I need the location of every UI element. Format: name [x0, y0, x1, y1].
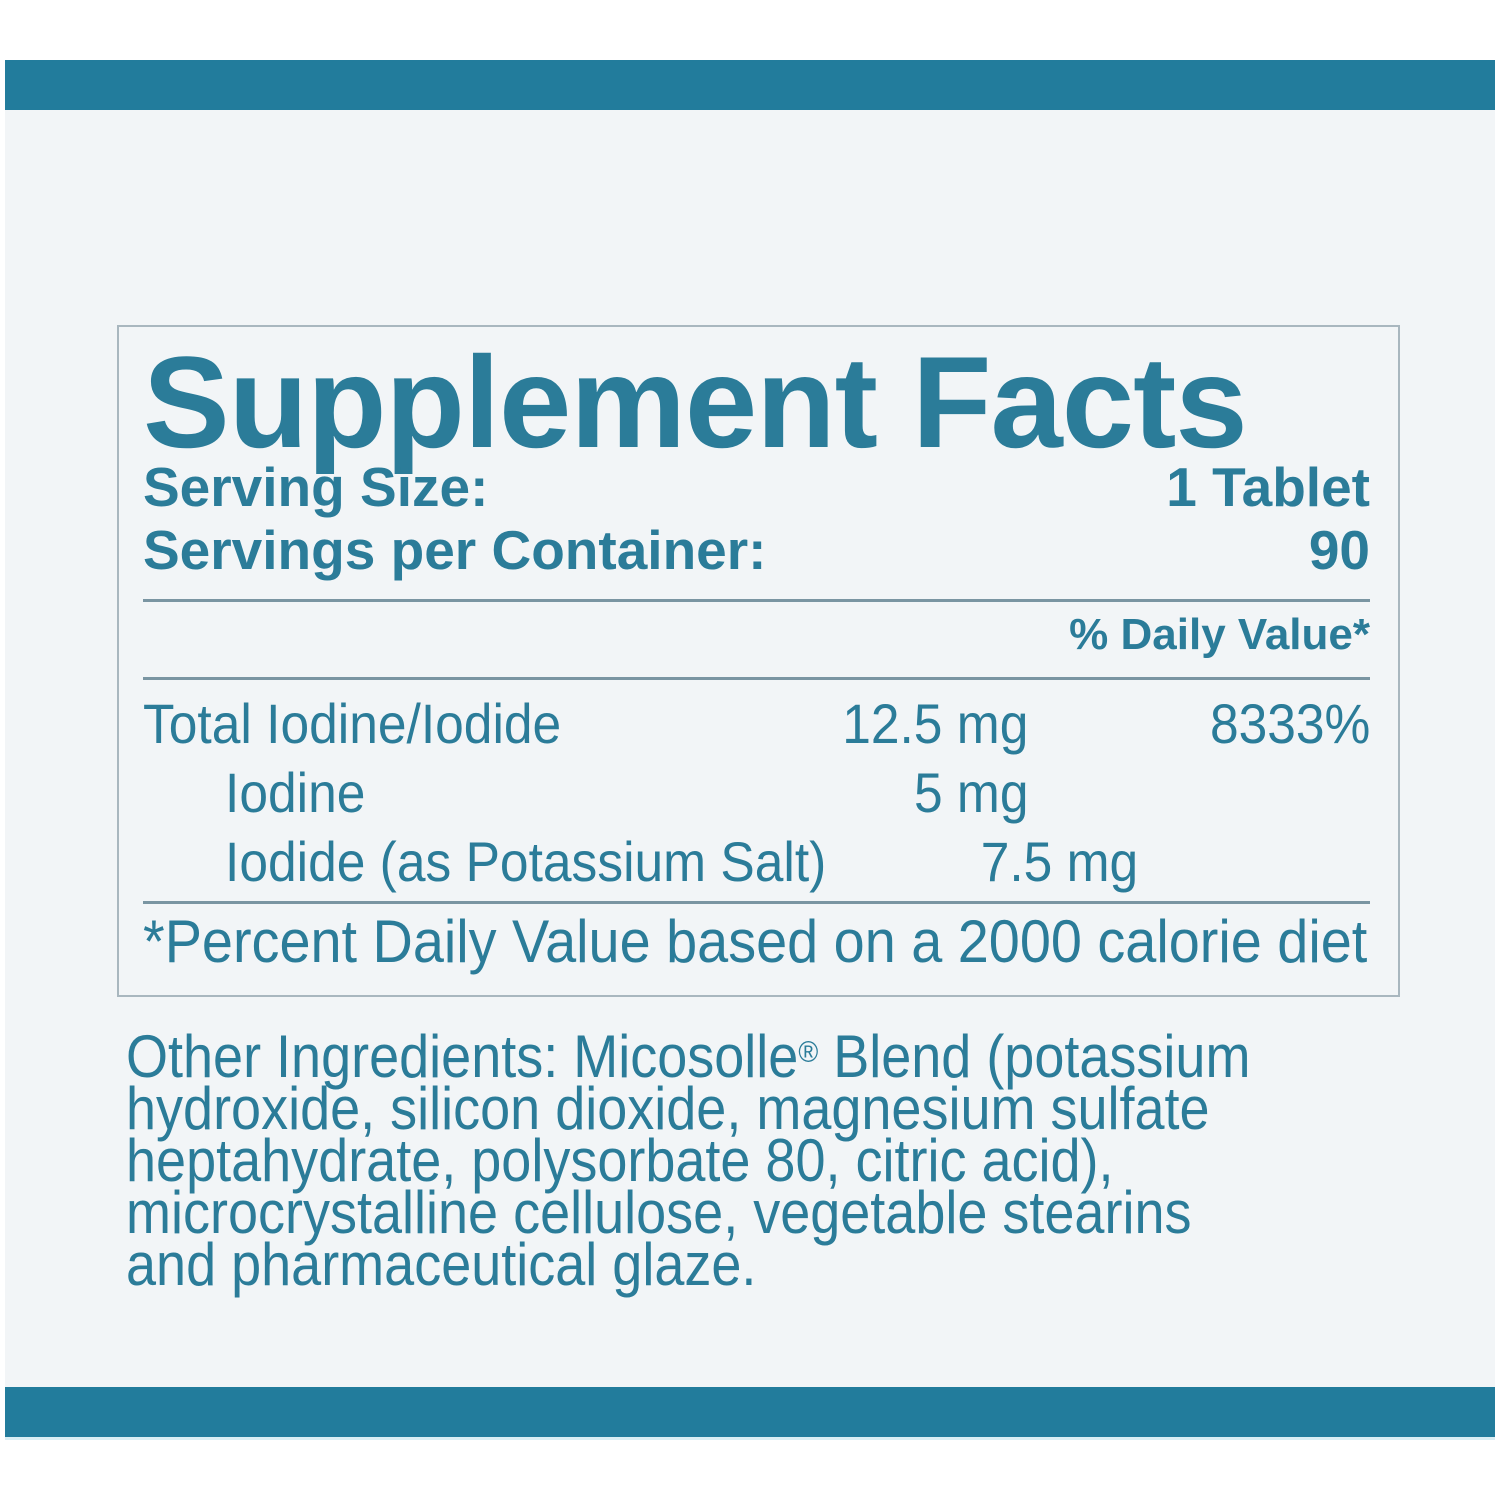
nutrient-daily-value: 8333%: [1209, 692, 1370, 755]
other-ingredients-line: microcrystalline cellulose, vegetable st…: [126, 1179, 1192, 1246]
other-ingredients-paragraph: Other Ingredients: Micosolle® Blend (pot…: [126, 1023, 1426, 1298]
supplement-facts-box: Supplement Facts Serving Size: 1 Tablet …: [117, 325, 1400, 997]
registered-trademark-symbol: ®: [798, 1036, 819, 1069]
divider-above-footnote: [143, 901, 1370, 904]
nutrient-name: Iodide (as Potassium Salt): [225, 830, 827, 893]
servings-per-container-row: Servings per Container: 90: [143, 519, 1370, 582]
label-background-panel: [5, 110, 1495, 1387]
serving-size-row: Serving Size: 1 Tablet: [143, 456, 1370, 519]
serving-size-label: Serving Size:: [143, 456, 489, 518]
daily-value-header: % Daily Value*: [1069, 610, 1370, 659]
nutrient-amount: 7.5 mg: [981, 830, 1139, 893]
table-row: Iodine 5 mg: [143, 758, 1370, 827]
divider-under-header: [143, 677, 1370, 680]
other-ingredients-line: Other Ingredients: Micosolle® Blend (pot…: [126, 1023, 1251, 1090]
daily-value-footnote: *Percent Daily Value based on a 2000 cal…: [143, 908, 1368, 975]
other-ingredients-line: and pharmaceutical glaze.: [126, 1231, 757, 1298]
divider-top: [143, 599, 1370, 602]
nutrient-name: Total Iodine/Iodide: [143, 692, 562, 755]
nutrient-name: Iodine: [225, 761, 366, 824]
servings-per-container-value: 90: [1308, 519, 1370, 581]
servings-per-container-label: Servings per Container:: [143, 519, 767, 581]
table-row: Iodide (as Potassium Salt) 7.5 mg: [143, 827, 1370, 896]
bottom-accent-bar: [5, 1387, 1495, 1440]
nutrient-amount: 5 mg: [913, 761, 1028, 824]
serving-size-value: 1 Tablet: [1166, 456, 1370, 518]
nutrient-rows: Total Iodine/Iodide 12.5 mg 8333% Iodine…: [143, 689, 1370, 896]
table-row: Total Iodine/Iodide 12.5 mg 8333%: [143, 689, 1370, 758]
supplement-facts-title: Supplement Facts: [143, 329, 1248, 475]
other-ingredients-line: heptahydrate, polysorbate 80, citric aci…: [126, 1127, 1114, 1194]
top-accent-bar: [5, 60, 1495, 113]
other-ingredients-line: hydroxide, silicon dioxide, magnesium su…: [126, 1075, 1210, 1142]
nutrient-amount: 12.5 mg: [841, 692, 1028, 755]
